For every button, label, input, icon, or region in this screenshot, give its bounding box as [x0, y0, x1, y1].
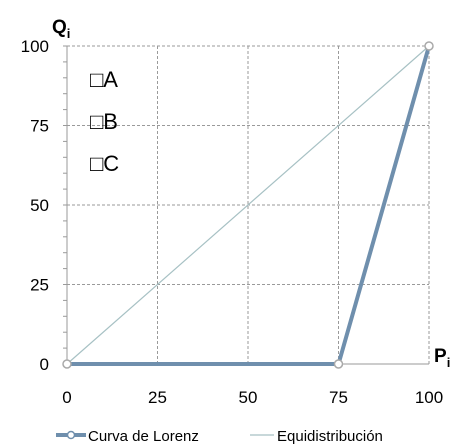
option-c[interactable]: □C — [90, 151, 119, 176]
tick-labels: 0 25 50 75 100 0 25 50 75 100 — [21, 37, 444, 407]
legend-label-lorenz: Curva de Lorenz — [88, 428, 199, 445]
x-tick-label: 50 — [239, 388, 258, 407]
checkbox-icon: □ — [90, 151, 103, 176]
grid — [66, 45, 430, 365]
x-tick-label: 75 — [329, 388, 348, 407]
checkbox-icon: □ — [90, 109, 103, 134]
series-line-equidistribution — [66, 45, 430, 365]
x-axis-title: Pi — [434, 346, 450, 370]
legend: Curva de Lorenz Equidistribución — [56, 428, 383, 445]
answer-options: □A □B □C — [90, 67, 119, 176]
option-a[interactable]: □A — [90, 67, 118, 92]
x-tick-label: 100 — [415, 388, 443, 407]
checkbox-icon: □ — [90, 67, 103, 92]
x-tick-label: 0 — [62, 388, 71, 407]
data-point-lorenz — [333, 359, 344, 369]
data-point-lorenz — [62, 359, 72, 369]
y-axis-title: Qi — [52, 17, 70, 41]
y-tick-label: 100 — [21, 37, 49, 56]
x-tick-label: 25 — [148, 388, 167, 407]
y-tick-label: 0 — [40, 355, 49, 374]
y-tick-label: 75 — [30, 117, 49, 136]
option-b[interactable]: □B — [90, 109, 118, 134]
legend-label-equidistribution: Equidistribución — [277, 428, 383, 445]
y-tick-label: 50 — [30, 196, 49, 215]
series-layer — [62, 41, 434, 369]
legend-marker-lorenz — [66, 430, 76, 440]
data-point-lorenz — [424, 41, 434, 51]
minor-ticks — [63, 45, 67, 365]
y-tick-label: 25 — [30, 276, 49, 295]
